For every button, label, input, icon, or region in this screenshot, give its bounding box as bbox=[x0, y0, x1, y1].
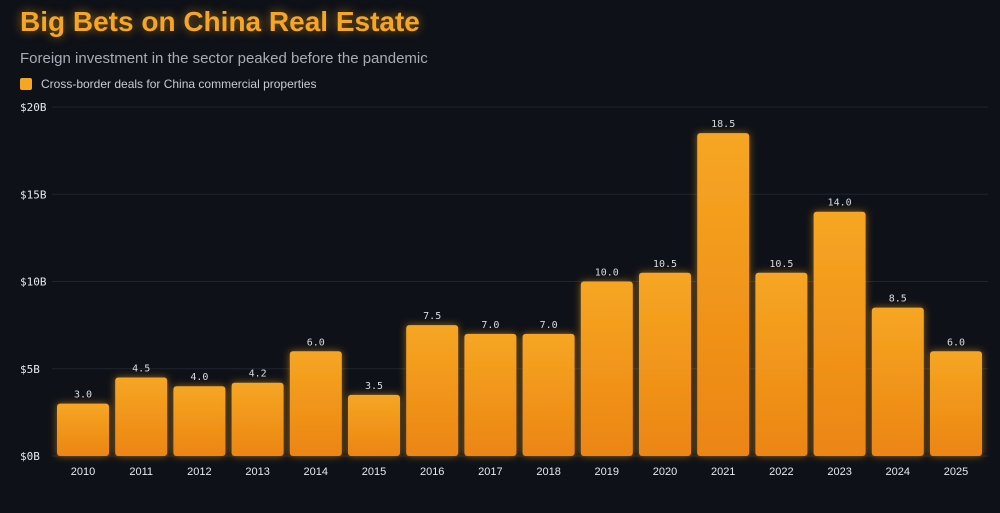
data-label: 7.0 bbox=[481, 320, 499, 331]
bar-2025 bbox=[930, 351, 982, 456]
y-tick-label: $10B bbox=[20, 276, 47, 289]
y-tick-label: $15B bbox=[20, 188, 47, 201]
bar-2014 bbox=[289, 351, 342, 456]
bar-2019 bbox=[580, 281, 633, 456]
data-label: 6.0 bbox=[307, 337, 325, 348]
data-label: 3.0 bbox=[74, 390, 92, 401]
x-tick-label: 2017 bbox=[478, 466, 502, 478]
data-label: 6.0 bbox=[947, 337, 965, 348]
x-tick-label: 2018 bbox=[536, 466, 560, 478]
bar-2017 bbox=[464, 333, 517, 456]
data-label: 7.5 bbox=[423, 311, 441, 322]
bar-2015 bbox=[348, 394, 400, 456]
data-label: 10.0 bbox=[595, 268, 619, 279]
y-tick-label: $20B bbox=[20, 101, 47, 114]
x-tick-label: 2025 bbox=[944, 466, 968, 478]
legend-swatch bbox=[20, 78, 32, 90]
x-tick-label: 2023 bbox=[827, 466, 851, 478]
x-tick-label: 2021 bbox=[711, 466, 735, 478]
x-tick-label: 2011 bbox=[129, 466, 153, 478]
data-label: 14.0 bbox=[828, 198, 852, 209]
x-tick-label: 2013 bbox=[245, 466, 269, 478]
x-tick-label: 2022 bbox=[769, 466, 793, 478]
data-label: 3.5 bbox=[365, 381, 383, 392]
chart-subtitle: Foreign investment in the sector peaked … bbox=[20, 50, 428, 67]
data-label: 10.5 bbox=[653, 259, 677, 270]
y-tick-label: $0B bbox=[20, 450, 40, 463]
data-label: 10.5 bbox=[769, 259, 793, 270]
x-tick-label: 2016 bbox=[420, 466, 444, 478]
bar-2022 bbox=[755, 272, 808, 456]
x-tick-label: 2020 bbox=[653, 466, 677, 478]
x-tick-label: 2012 bbox=[187, 466, 211, 478]
data-label: 4.0 bbox=[190, 372, 208, 383]
x-tick-label: 2015 bbox=[362, 466, 386, 478]
y-tick-label: $5B bbox=[20, 363, 40, 376]
data-label: 4.5 bbox=[132, 363, 150, 374]
bar-2010 bbox=[57, 403, 109, 456]
x-tick-label: 2014 bbox=[304, 466, 328, 478]
data-label: 18.5 bbox=[711, 119, 735, 130]
data-label: 4.2 bbox=[249, 369, 267, 380]
chart-title: Big Bets on China Real Estate bbox=[20, 6, 420, 37]
x-tick-label: 2024 bbox=[886, 466, 910, 478]
bar-2020 bbox=[639, 272, 691, 456]
bar-2021 bbox=[697, 133, 750, 457]
bar-2024 bbox=[871, 307, 924, 456]
data-label: 8.5 bbox=[889, 294, 907, 305]
bar-2023 bbox=[813, 211, 866, 456]
legend-label: Cross-border deals for China commercial … bbox=[41, 77, 317, 91]
bar-2018 bbox=[522, 333, 575, 456]
data-label: 7.0 bbox=[540, 320, 558, 331]
x-tick-label: 2019 bbox=[595, 466, 619, 478]
x-tick-label: 2010 bbox=[71, 466, 95, 478]
legend: Cross-border deals for China commercial … bbox=[20, 77, 316, 91]
bar-2011 bbox=[115, 377, 168, 456]
bar-2016 bbox=[406, 325, 459, 456]
bar-2012 bbox=[173, 386, 226, 456]
bar-2013 bbox=[231, 382, 284, 456]
